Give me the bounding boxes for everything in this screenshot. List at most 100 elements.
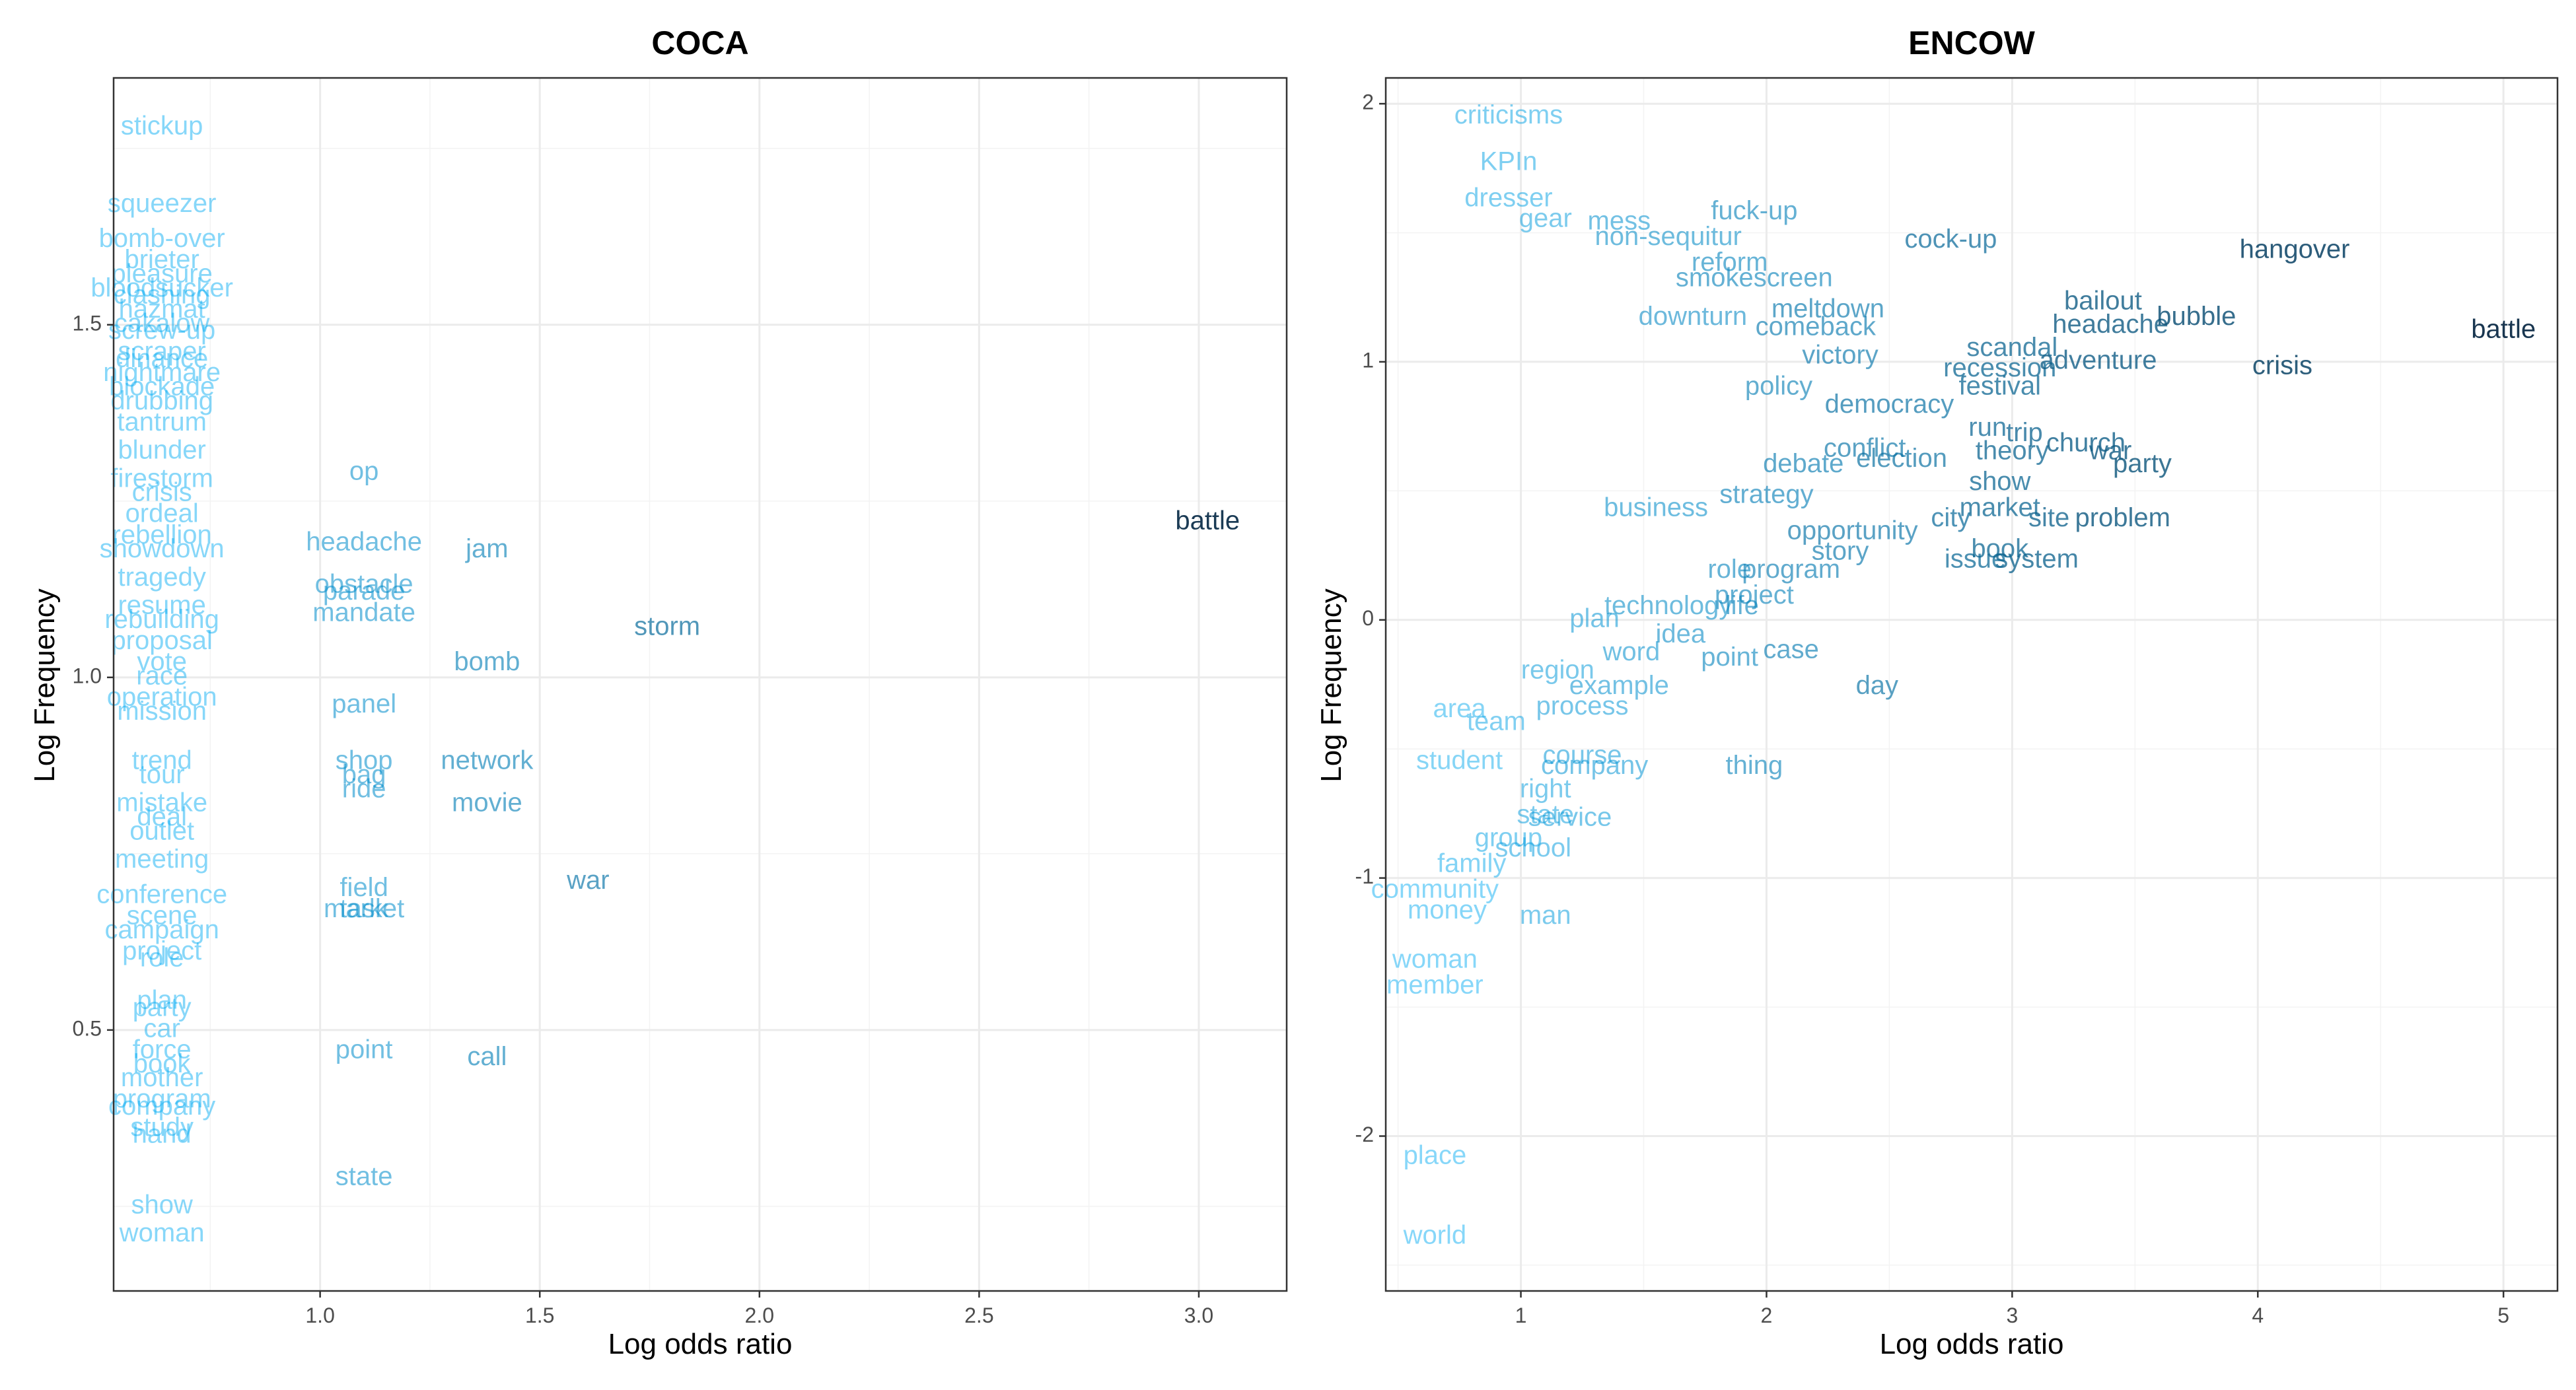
encow-word-company: company xyxy=(1541,751,1648,780)
encow-x-tick-label: 4 xyxy=(2252,1303,2264,1327)
coca-word-operation: operation xyxy=(107,682,217,711)
encow-word-adventure: adventure xyxy=(2040,345,2157,374)
coca-word-ride: ride xyxy=(342,774,386,803)
encow-word-right: right xyxy=(1520,774,1571,803)
encow-x-tick-label: 1 xyxy=(1515,1303,1527,1327)
encow-word-member: member xyxy=(1386,970,1484,999)
coca-word-woman: woman xyxy=(119,1218,205,1247)
coca-word-proposal: proposal xyxy=(111,626,212,655)
coca-word-call: call xyxy=(467,1042,507,1071)
encow-word-show: show xyxy=(1969,467,2030,496)
coca-word-car: car xyxy=(143,1014,180,1043)
encow-word-kpin: KPIn xyxy=(1480,147,1538,176)
encow-y-tick-label: -2 xyxy=(1355,1123,1374,1146)
encow-word-democracy: democracy xyxy=(1825,390,1954,419)
coca-plot-area xyxy=(114,78,1287,1291)
encow-word-problem: problem xyxy=(2075,503,2170,532)
coca-word-network: network xyxy=(441,746,534,775)
encow-word-school: school xyxy=(1495,833,1571,862)
coca-y-tick-label: 0.5 xyxy=(73,1016,102,1040)
coca-x-tick-label: 1.0 xyxy=(305,1303,334,1327)
encow-y-tick-label: -1 xyxy=(1355,864,1374,888)
coca-word-movie: movie xyxy=(452,788,522,817)
coca-x-tick-label: 2.0 xyxy=(745,1303,774,1327)
encow-word-fuck-up: fuck-up xyxy=(1711,196,1797,225)
encow-axes: 1 2 3 4 5 -2 -1 0 1 2 xyxy=(1355,90,2510,1327)
encow-word-church: church xyxy=(2046,429,2126,458)
encow-word-student: student xyxy=(1416,746,1503,775)
encow-word-example: example xyxy=(1569,671,1669,700)
coca-x-tick-label: 1.5 xyxy=(525,1303,554,1327)
encow-word-run: run xyxy=(1968,413,2007,442)
encow-word-election: election xyxy=(1856,444,1947,473)
coca-panel: stickupsqueezerbomb-overbrieterpleasureb… xyxy=(28,24,1288,1360)
coca-word-mistake: mistake xyxy=(116,788,207,817)
coca-word-project: project xyxy=(122,936,201,965)
coca-word-rebellion: rebellion xyxy=(112,520,212,549)
encow-word-bailout: bailout xyxy=(2064,287,2142,316)
encow-word-hangover: hangover xyxy=(2240,234,2350,263)
coca-word-vote: vote xyxy=(137,647,187,676)
encow-x-axis-title: Log odds ratio xyxy=(1880,1328,2064,1360)
encow-word-theory: theory xyxy=(1976,436,2049,465)
encow-word-book: book xyxy=(1971,534,2029,563)
coca-title: COCA xyxy=(651,24,748,61)
coca-word-state: state xyxy=(336,1162,393,1191)
coca-y-axis-title: Log Frequency xyxy=(28,588,61,782)
encow-word-service: service xyxy=(1528,802,1612,831)
encow-word-state: state xyxy=(1517,800,1574,829)
encow-word-case: case xyxy=(1763,635,1819,664)
encow-word-business: business xyxy=(1604,493,1708,522)
coca-word-jam: jam xyxy=(465,534,508,563)
encow-word-process: process xyxy=(1536,691,1628,720)
coca-word-resume: resume xyxy=(118,591,205,620)
encow-word-family: family xyxy=(1437,849,1506,878)
coca-word-book: book xyxy=(133,1049,192,1078)
coca-gridlines xyxy=(114,78,1287,1291)
encow-word-money: money xyxy=(1408,895,1487,924)
encow-word-place: place xyxy=(1404,1140,1467,1169)
encow-y-tick-label: 2 xyxy=(1362,90,1374,114)
encow-word-festival: festival xyxy=(1959,372,2042,401)
coca-word-race: race xyxy=(136,661,188,690)
encow-word-technology: technology xyxy=(1604,591,1732,620)
coca-word-force: force xyxy=(133,1035,192,1064)
encow-word-day: day xyxy=(1856,671,1899,700)
encow-word-role: role xyxy=(1707,555,1752,584)
coca-word-blunder: blunder xyxy=(118,436,205,465)
coca-word-nightmare: nightmare xyxy=(103,358,221,387)
encow-word-party: party xyxy=(2113,449,2172,478)
coca-word-conference: conference xyxy=(96,880,227,909)
encow-word-headache: headache xyxy=(2052,310,2168,339)
coca-x-tick-label: 3.0 xyxy=(1184,1303,1213,1327)
encow-plot-area xyxy=(1386,78,2558,1291)
coca-word-meeting: meeting xyxy=(115,845,209,874)
encow-word-trip: trip xyxy=(2006,418,2043,447)
coca-word-trend: trend xyxy=(132,746,192,775)
encow-word-group: group xyxy=(1475,823,1542,852)
coca-word-shop: shop xyxy=(336,746,393,775)
coca-word-hand: hand xyxy=(133,1120,192,1149)
coca-word-program: program xyxy=(113,1084,211,1113)
coca-word-campaign: campaign xyxy=(104,915,219,944)
coca-word-field: field xyxy=(340,873,388,902)
coca-word-company: company xyxy=(108,1092,215,1121)
coca-word-showdown: showdown xyxy=(100,534,225,563)
coca-word-bag: bag xyxy=(342,760,386,789)
coca-word-role: role xyxy=(140,944,184,973)
coca-word-squeezer: squeezer xyxy=(108,189,217,218)
coca-word-drubbing: drubbing xyxy=(110,386,213,415)
coca-word-blockade: blockade xyxy=(109,372,215,401)
encow-word-opportunity: opportunity xyxy=(1787,516,1918,545)
encow-word-region: region xyxy=(1521,656,1594,685)
encow-y-axis-title: Log Frequency xyxy=(1315,588,1347,782)
encow-word-issue: issue xyxy=(1945,544,2006,573)
coca-word-mission: mission xyxy=(117,697,207,726)
encow-word-community: community xyxy=(1371,875,1499,904)
encow-word-program: program xyxy=(1742,555,1840,584)
coca-word-tantrum: tantrum xyxy=(117,407,207,436)
coca-word-pleasure: pleasure xyxy=(111,260,212,289)
encow-word-idea: idea xyxy=(1655,619,1705,648)
coca-word-scene: scene xyxy=(127,901,197,930)
